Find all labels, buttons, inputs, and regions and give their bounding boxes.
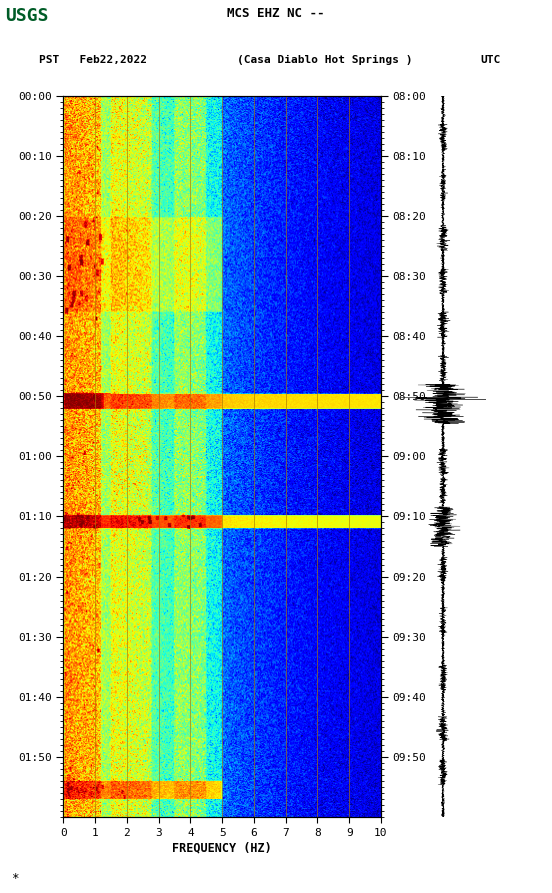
Text: (Casa Diablo Hot Springs ): (Casa Diablo Hot Springs ) (237, 55, 413, 65)
X-axis label: FREQUENCY (HZ): FREQUENCY (HZ) (172, 842, 272, 855)
Text: PST   Feb22,2022: PST Feb22,2022 (39, 55, 147, 65)
Text: UTC: UTC (480, 55, 501, 65)
Text: USGS: USGS (6, 7, 49, 25)
Text: MCS EHZ NC --: MCS EHZ NC -- (227, 7, 325, 20)
Text: *: * (11, 872, 19, 885)
